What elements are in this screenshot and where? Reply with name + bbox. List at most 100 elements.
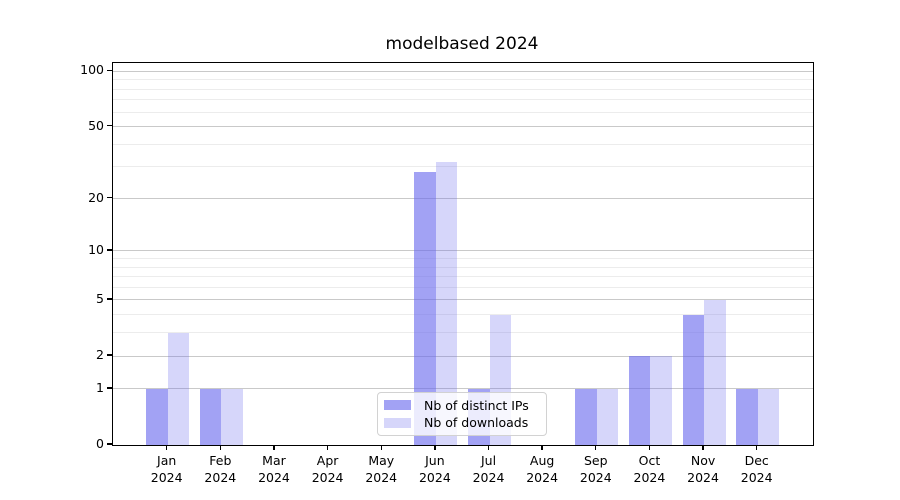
- x-tick-mark-may: [380, 445, 382, 451]
- x-tick-label-feb: Feb 2024: [192, 452, 248, 486]
- y-tick-label-5: 5: [96, 290, 104, 306]
- y-tick-mark-5: [107, 298, 112, 300]
- x-tick-label-mar: Mar 2024: [246, 452, 302, 486]
- x-tick-year-aug: 2024: [526, 470, 559, 485]
- chart-title: modelbased 2024: [385, 34, 539, 54]
- gridline-minor-7: [113, 276, 813, 278]
- y-tick-label-1: 1: [96, 379, 104, 395]
- y-tick-mark-0: [107, 443, 112, 445]
- x-tick-mark-nov: [702, 445, 704, 451]
- x-tick-mark-dec: [755, 445, 758, 451]
- bar-nb-of-distinct-ips-nov: [682, 314, 705, 445]
- x-tick-month-mar: Mar: [262, 453, 286, 468]
- gridline-major-50: [113, 126, 813, 128]
- x-tick-mark-aug: [541, 445, 543, 451]
- legend-swatch-distinct-ips: [384, 400, 411, 410]
- x-tick-mark-mar: [273, 445, 275, 451]
- x-tick-month-nov: Nov: [690, 453, 716, 468]
- x-tick-mark-jul: [487, 445, 490, 451]
- x-tick-label-aug: Aug 2024: [514, 452, 570, 486]
- x-tick-mark-apr: [326, 445, 329, 451]
- x-tick-month-sep: Sep: [584, 453, 608, 468]
- x-tick-year-feb: 2024: [204, 470, 237, 485]
- gridline-minor-80: [113, 88, 813, 90]
- x-tick-year-jan: 2024: [150, 470, 183, 485]
- bar-nb-of-distinct-ips-jun: [414, 172, 436, 445]
- x-tick-month-jun: Jun: [425, 453, 445, 468]
- bar-nb-of-downloads-nov: [704, 299, 726, 445]
- bar-nb-of-downloads-oct: [650, 356, 672, 445]
- x-tick-label-oct: Oct 2024: [621, 452, 677, 486]
- legend-item-distinct-ips: Nb of distinct IPs: [384, 398, 538, 413]
- gridline-minor-60: [113, 111, 813, 113]
- y-tick-label-0: 0: [96, 436, 104, 451]
- x-tick-label-may: May 2024: [353, 452, 409, 486]
- x-tick-year-apr: 2024: [311, 470, 344, 485]
- bar-nb-of-downloads-feb: [221, 388, 243, 445]
- x-tick-mark-sep: [595, 445, 597, 451]
- x-tick-label-nov: Nov 2024: [675, 452, 731, 486]
- x-tick-label-jan: Jan 2024: [139, 452, 195, 486]
- gridline-minor-4: [113, 314, 813, 316]
- x-tick-year-nov: 2024: [687, 470, 719, 485]
- gridline-major-2: [113, 355, 813, 357]
- bar-nb-of-distinct-ips-oct: [628, 356, 651, 445]
- gridline-major-100: [113, 70, 813, 72]
- y-tick-mark-50: [107, 124, 112, 127]
- x-tick-month-feb: Feb: [209, 453, 232, 468]
- x-tick-month-may: May: [368, 453, 395, 468]
- x-tick-year-may: 2024: [365, 470, 398, 485]
- bar-nb-of-downloads-jun: [435, 161, 458, 445]
- x-tick-year-mar: 2024: [258, 470, 290, 485]
- bar-nb-of-downloads-sep: [596, 388, 619, 445]
- x-tick-year-dec: 2024: [740, 470, 773, 485]
- bar-nb-of-distinct-ips-sep: [575, 388, 597, 445]
- gridline-major-5: [113, 299, 813, 301]
- y-tick-label-100: 100: [80, 62, 104, 78]
- y-tick-mark-2: [107, 354, 112, 356]
- x-tick-month-apr: Apr: [316, 453, 339, 468]
- x-tick-mark-jun: [434, 445, 436, 451]
- x-tick-label-jul: Jul 2024: [461, 452, 517, 486]
- x-tick-mark-jan: [166, 445, 168, 451]
- legend-label-downloads: Nb of downloads: [424, 415, 529, 431]
- x-tick-year-jul: 2024: [472, 470, 505, 485]
- x-tick-label-apr: Apr 2024: [300, 452, 356, 486]
- y-tick-mark-100: [107, 69, 112, 72]
- y-tick-mark-1: [107, 387, 112, 389]
- gridline-minor-6: [113, 286, 813, 288]
- y-tick-label-50: 50: [88, 117, 104, 133]
- gridline-major-1: [113, 388, 813, 390]
- bar-nb-of-downloads-dec: [757, 388, 780, 445]
- gridline-minor-40: [113, 143, 813, 145]
- bar-nb-of-distinct-ips-jan: [146, 388, 168, 445]
- x-tick-label-sep: Sep 2024: [568, 452, 624, 486]
- y-tick-mark-20: [107, 196, 112, 199]
- gridline-minor-8: [113, 266, 813, 268]
- y-tick-label-2: 2: [96, 347, 104, 363]
- plot-area: [112, 62, 814, 446]
- x-tick-month-dec: Dec: [744, 453, 769, 468]
- gridline-minor-90: [113, 79, 813, 81]
- x-tick-year-jun: 2024: [418, 470, 451, 485]
- y-tick-label-20: 20: [88, 189, 104, 205]
- x-tick-mark-feb: [219, 445, 222, 451]
- bar-nb-of-downloads-jan: [167, 332, 190, 445]
- gridline-minor-30: [113, 166, 813, 168]
- bar-nb-of-distinct-ips-dec: [736, 388, 758, 445]
- legend: Nb of distinct IPs Nb of downloads: [377, 392, 547, 436]
- y-tick-label-10: 10: [88, 241, 104, 257]
- x-tick-year-oct: 2024: [633, 470, 666, 485]
- legend-item-downloads: Nb of downloads: [384, 415, 538, 430]
- bar-nb-of-distinct-ips-feb: [199, 388, 222, 445]
- x-tick-mark-oct: [648, 445, 651, 451]
- gridline-minor-70: [113, 99, 813, 101]
- x-tick-month-jul: Jul: [480, 453, 497, 468]
- x-tick-label-jun: Jun 2024: [407, 452, 463, 486]
- x-tick-month-aug: Aug: [529, 453, 555, 468]
- legend-swatch-downloads: [384, 418, 411, 428]
- gridline-minor-3: [113, 332, 813, 334]
- y-tick-mark-10: [107, 249, 112, 251]
- x-tick-year-sep: 2024: [579, 470, 612, 485]
